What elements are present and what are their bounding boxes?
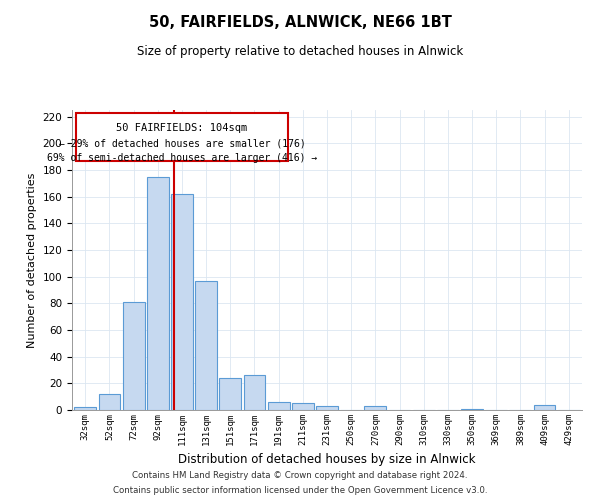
Text: Size of property relative to detached houses in Alnwick: Size of property relative to detached ho…	[137, 45, 463, 58]
Bar	[268, 402, 290, 410]
Bar	[74, 408, 96, 410]
Bar	[461, 408, 483, 410]
Bar	[316, 406, 338, 410]
Bar	[123, 302, 145, 410]
Bar	[195, 280, 217, 410]
Bar	[533, 404, 556, 410]
Text: 50, FAIRFIELDS, ALNWICK, NE66 1BT: 50, FAIRFIELDS, ALNWICK, NE66 1BT	[149, 15, 451, 30]
Bar	[364, 406, 386, 410]
Y-axis label: Number of detached properties: Number of detached properties	[27, 172, 37, 348]
Bar	[292, 404, 314, 410]
Text: Contains HM Land Registry data © Crown copyright and database right 2024.: Contains HM Land Registry data © Crown c…	[132, 471, 468, 480]
Text: 69% of semi-detached houses are larger (416) →: 69% of semi-detached houses are larger (…	[47, 152, 317, 162]
Bar	[171, 194, 193, 410]
Bar	[76, 112, 289, 160]
Text: ← 29% of detached houses are smaller (176): ← 29% of detached houses are smaller (17…	[59, 138, 305, 148]
Text: Contains public sector information licensed under the Open Government Licence v3: Contains public sector information licen…	[113, 486, 487, 495]
Bar	[220, 378, 241, 410]
X-axis label: Distribution of detached houses by size in Alnwick: Distribution of detached houses by size …	[178, 454, 476, 466]
Bar	[244, 376, 265, 410]
Bar	[98, 394, 121, 410]
Bar	[147, 176, 169, 410]
Text: 50 FAIRFIELDS: 104sqm: 50 FAIRFIELDS: 104sqm	[116, 124, 248, 134]
